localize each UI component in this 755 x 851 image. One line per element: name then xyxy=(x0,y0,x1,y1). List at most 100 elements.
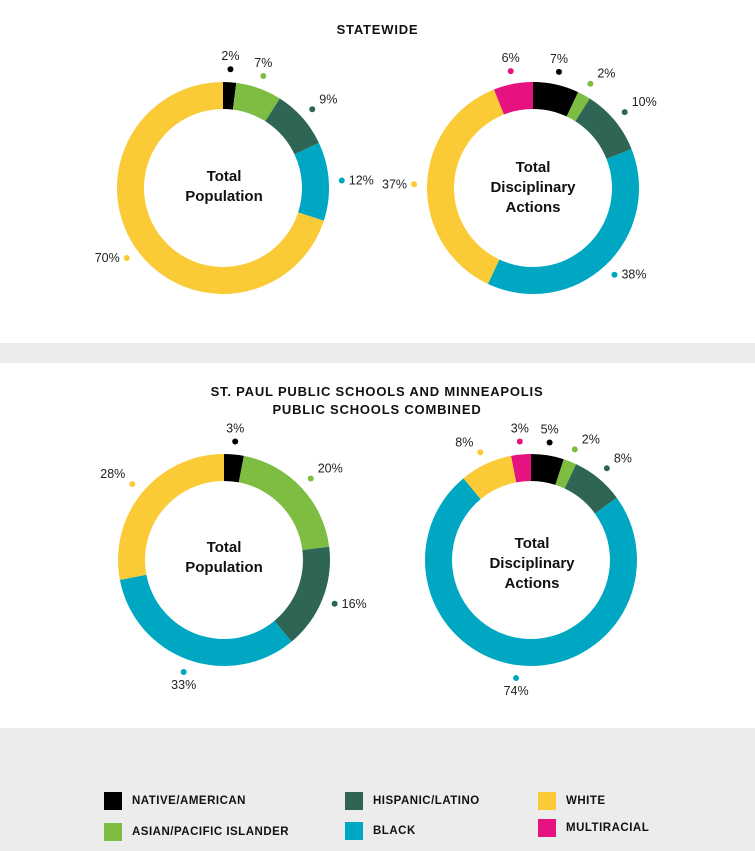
slice-percent-label: 28% xyxy=(100,467,125,481)
donut-slice-multiracial xyxy=(511,454,531,483)
slice-marker-dot xyxy=(331,600,338,607)
legend-label: HISPANIC/LATINO xyxy=(373,795,480,807)
center-label-line: Actions xyxy=(504,575,560,592)
donut-slice-native-american xyxy=(223,82,237,110)
donut-slice-hispanic-latino xyxy=(274,546,330,642)
slice-marker-dot xyxy=(571,446,578,453)
slice-marker-dot xyxy=(307,475,314,482)
donut-slice-black xyxy=(119,574,292,666)
legend-swatch xyxy=(538,819,556,837)
slice-percent-label: 6% xyxy=(502,51,520,65)
slice-marker-dot xyxy=(611,271,618,278)
legend-swatch xyxy=(538,792,556,810)
slice-percent-label: 38% xyxy=(621,268,646,282)
slice-percent-label: 2% xyxy=(582,432,600,446)
slice-marker-dot xyxy=(411,181,418,188)
legend-label: WHITE xyxy=(566,795,606,807)
slice-percent-label: 70% xyxy=(95,251,120,265)
legend-swatch xyxy=(345,792,363,810)
center-label-line: Disciplinary xyxy=(490,179,576,196)
legend-label: ASIAN/PACIFIC ISLANDER xyxy=(132,826,290,838)
donut-slice-hispanic-latino xyxy=(564,464,617,514)
slice-marker-dot xyxy=(621,109,628,116)
center-label-line: Total xyxy=(206,539,242,556)
center-label-line: Total xyxy=(206,168,242,185)
legend-item-white: WHITE xyxy=(538,792,606,810)
center-label-line: Population xyxy=(185,188,263,205)
donut-slice-asian-pacific-islander xyxy=(566,92,590,122)
legend-label: BLACK xyxy=(373,825,416,837)
legend: NATIVE/AMERICAN ASIAN/PACIFIC ISLANDER H… xyxy=(0,728,755,851)
slice-marker-dot xyxy=(180,668,187,675)
donut-slice-black xyxy=(294,142,329,221)
slice-marker-dot xyxy=(546,439,553,446)
donut-slice-asian-pacific-islander xyxy=(555,459,577,489)
donut-slice-white xyxy=(117,454,224,580)
center-label-statewide-disciplinary: Total Disciplinary Actions xyxy=(473,158,593,218)
legend-label: NATIVE/AMERICAN xyxy=(132,795,246,807)
slice-percent-label: 7% xyxy=(550,52,568,66)
slice-percent-label: 10% xyxy=(632,95,657,109)
legend-item-black: BLACK xyxy=(345,822,416,840)
section-title-statewide: STATEWIDE xyxy=(336,22,419,37)
slice-percent-label: 3% xyxy=(511,422,529,436)
center-label-line: Population xyxy=(185,559,263,576)
slice-marker-dot xyxy=(338,177,345,184)
donut-slice-native-american xyxy=(533,82,579,117)
slice-percent-label: 9% xyxy=(319,92,337,106)
combined-donut-charts: 3% 20% 16% 33% 28% 5% 2% 8% 74% 8% 3% xyxy=(100,422,637,698)
slice-marker-dot xyxy=(260,73,267,80)
slice-marker-dot xyxy=(309,106,316,113)
legend-label: MULTIRACIAL xyxy=(566,822,650,834)
legend-swatch xyxy=(345,822,363,840)
slice-marker-dot xyxy=(513,675,520,682)
slice-percent-label: 8% xyxy=(614,451,632,465)
slice-percent-label: 37% xyxy=(382,177,407,191)
combined-panel: ST. PAUL PUBLIC SCHOOLS AND MINNEAPOLIS … xyxy=(0,363,755,728)
center-label-combined-population: Total Population xyxy=(164,538,284,578)
donut-slice-asian-pacific-islander xyxy=(232,82,280,122)
legend-item-hispanic-latino: HISPANIC/LATINO xyxy=(345,792,480,810)
donut-slice-white xyxy=(463,455,517,500)
section-divider xyxy=(0,343,755,363)
slice-marker-dot xyxy=(516,438,523,445)
statewide-panel: STATEWIDE 2% 7% 9% 12% 70% 7% 2% 10% 38% 37% 6% To… xyxy=(0,0,755,343)
slice-percent-label: 74% xyxy=(504,684,529,698)
slice-marker-dot xyxy=(227,66,234,73)
donut-slice-black xyxy=(487,148,639,295)
donut-slice-hispanic-latino xyxy=(575,98,632,159)
slice-marker-dot xyxy=(603,465,610,472)
slice-marker-dot xyxy=(555,68,562,75)
slice-percent-label: 5% xyxy=(541,422,559,436)
slice-percent-label: 16% xyxy=(342,597,367,611)
donut-slice-black xyxy=(424,478,637,666)
center-label-combined-disciplinary: Total Disciplinary Actions xyxy=(472,534,592,594)
slice-marker-dot xyxy=(477,449,484,456)
center-label-line: Actions xyxy=(505,199,561,216)
legend-swatch xyxy=(104,792,122,810)
slice-marker-dot xyxy=(587,80,594,87)
center-label-line: Total xyxy=(515,159,551,176)
donut-slice-asian-pacific-islander xyxy=(238,455,330,551)
slice-percent-label: 2% xyxy=(221,49,239,63)
legend-item-multiracial: MULTIRACIAL xyxy=(538,819,649,837)
slice-percent-label: 33% xyxy=(171,678,196,692)
slice-percent-label: 20% xyxy=(318,462,343,476)
donut-slice-white xyxy=(427,89,504,284)
slice-percent-label: 12% xyxy=(349,174,374,188)
center-label-line: Total xyxy=(514,535,550,552)
donut-slice-multiracial xyxy=(493,82,533,115)
donut-slice-native-american xyxy=(531,454,564,485)
slice-percent-label: 8% xyxy=(455,435,473,449)
donut-slice-hispanic-latino xyxy=(265,98,319,155)
slice-percent-label: 2% xyxy=(597,67,615,81)
legend-item-native-american: NATIVE/AMERICAN xyxy=(104,792,246,810)
section-title-combined: ST. PAUL PUBLIC SCHOOLS AND MINNEAPOLIS … xyxy=(210,384,544,417)
center-label-statewide-population: Total Population xyxy=(164,167,284,207)
slice-percent-label: 7% xyxy=(254,56,272,70)
slice-marker-dot xyxy=(123,254,130,261)
slice-marker-dot xyxy=(507,68,514,75)
legend-item-asian-pacific-islander: ASIAN/PACIFIC ISLANDER xyxy=(104,823,289,841)
slice-percent-label: 3% xyxy=(226,422,244,436)
statewide-donut-charts: 2% 7% 9% 12% 70% 7% 2% 10% 38% 37% 6% xyxy=(95,49,657,295)
